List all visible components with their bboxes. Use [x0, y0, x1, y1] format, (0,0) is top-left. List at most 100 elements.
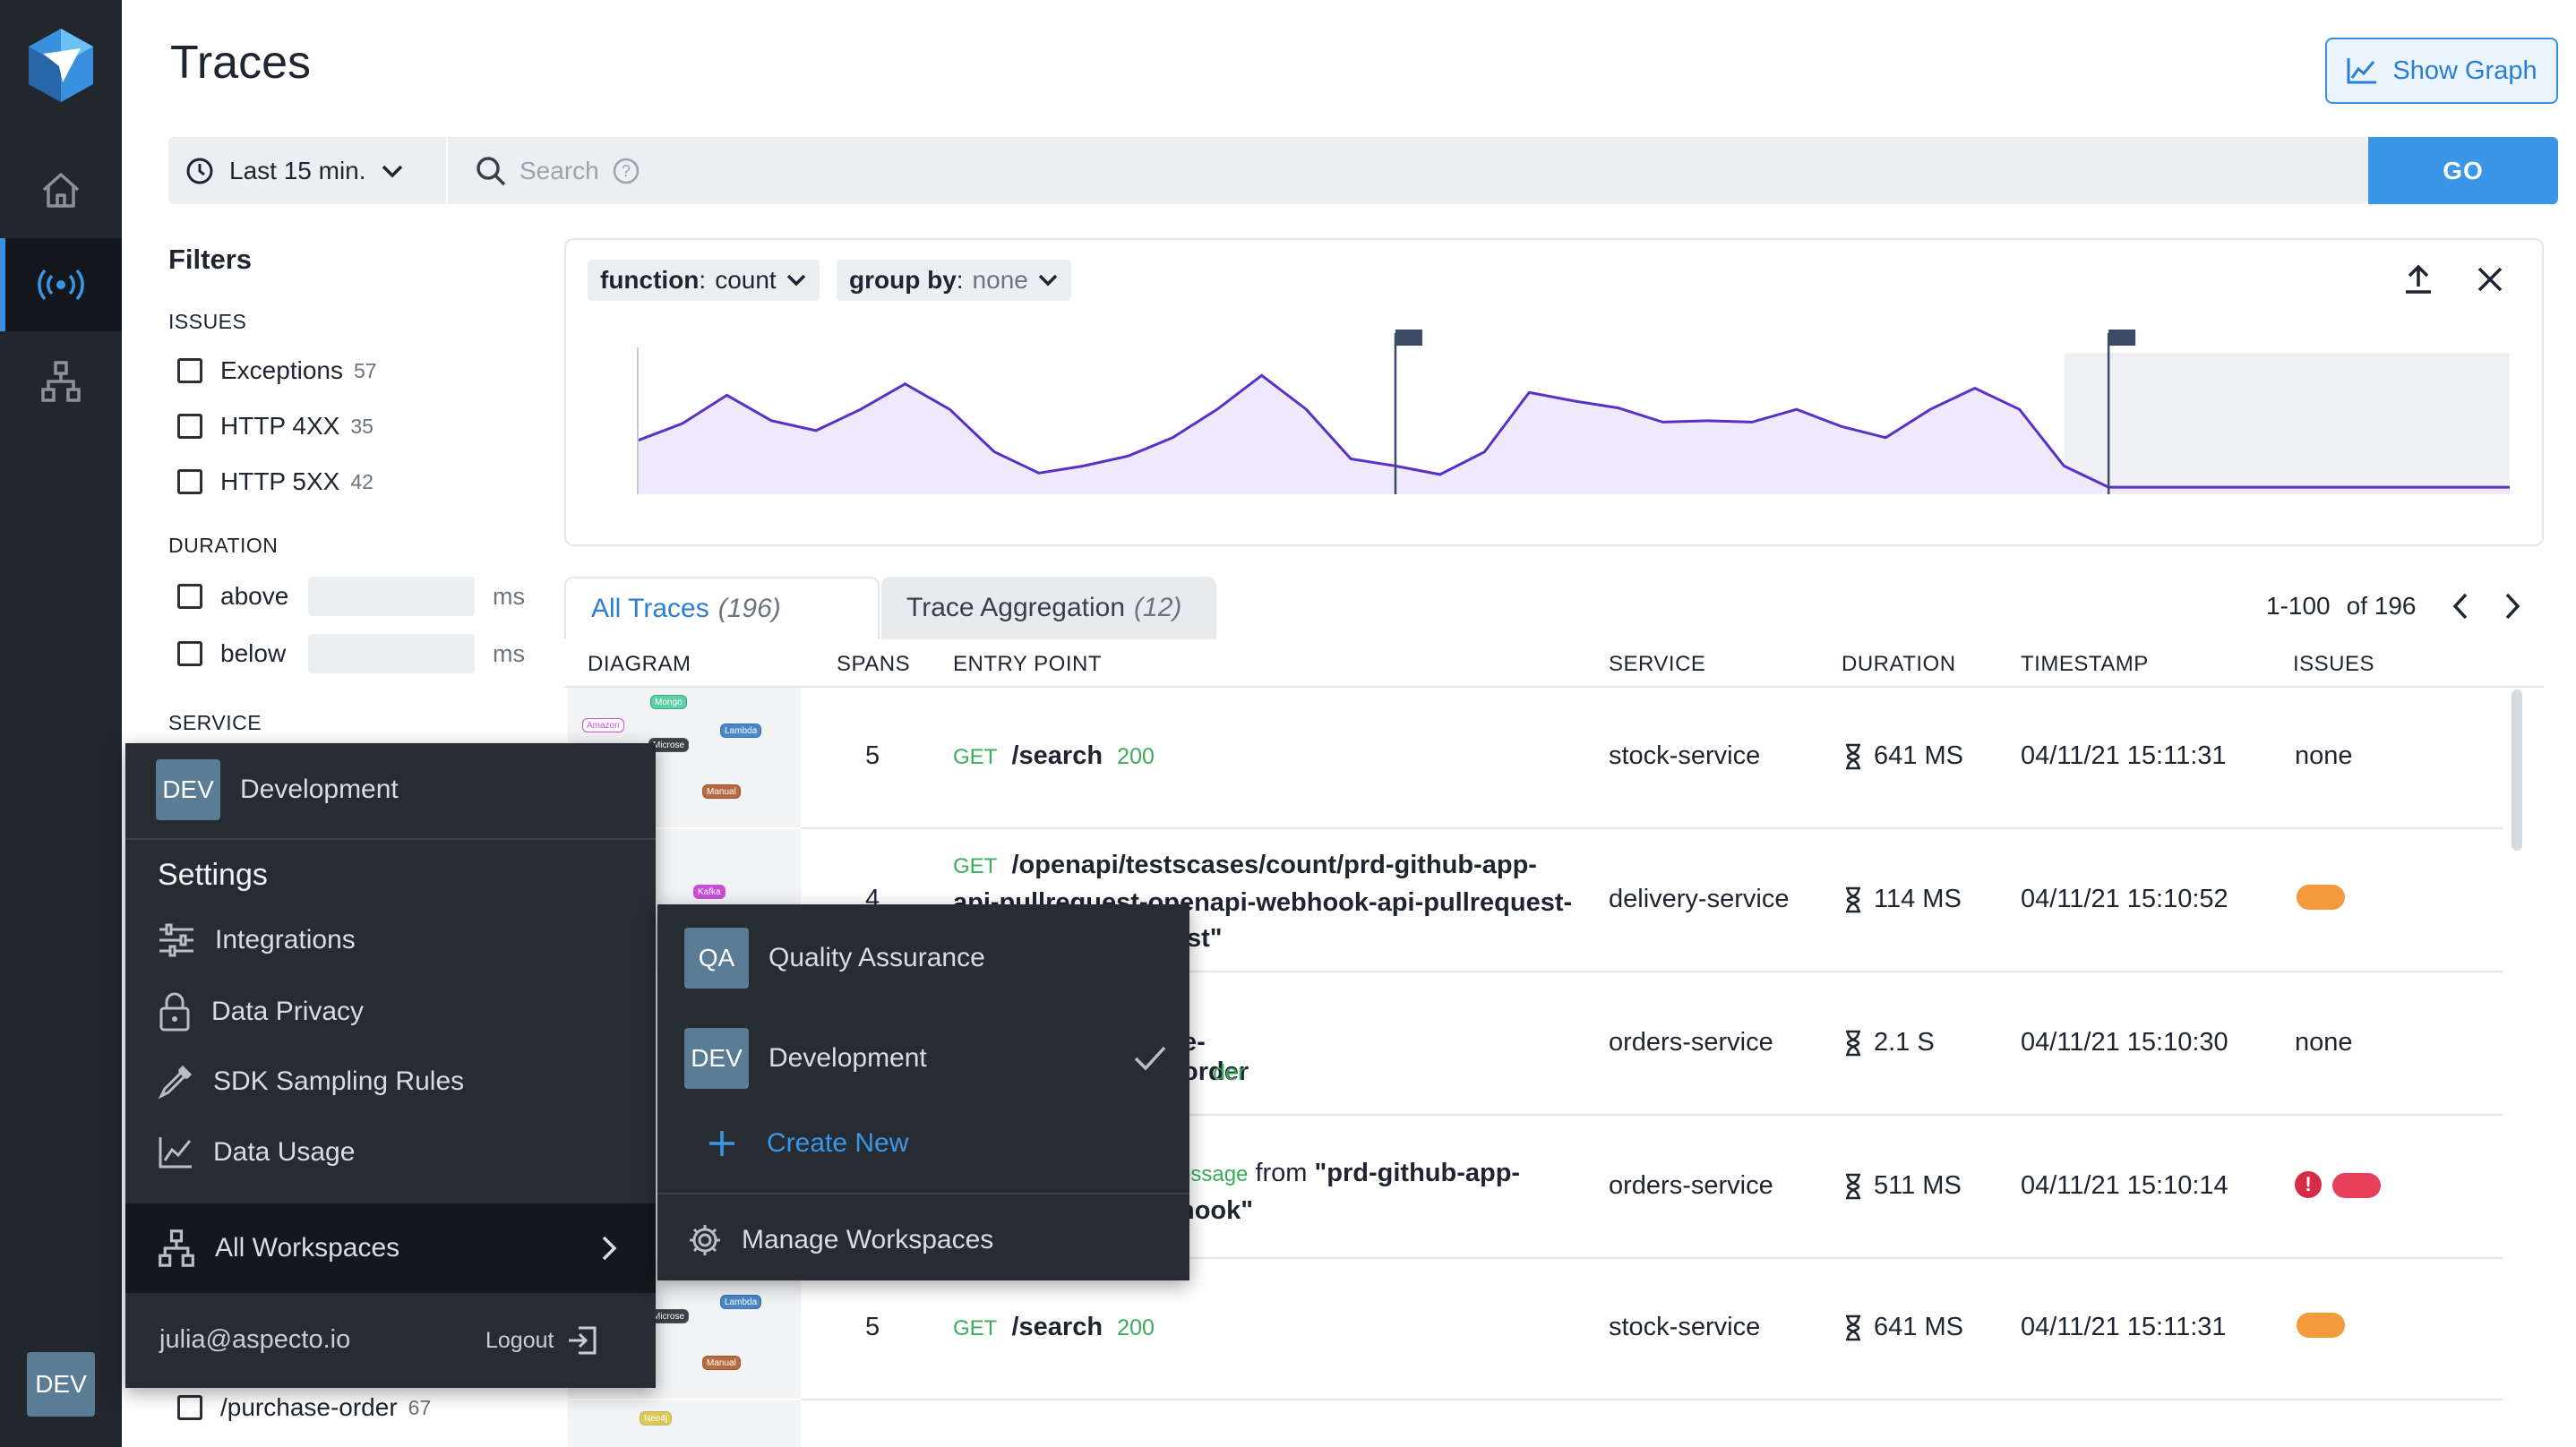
traces-nav-button[interactable]: [0, 238, 122, 331]
group-by-select[interactable]: group by: none: [837, 260, 1071, 301]
checkbox[interactable]: [177, 414, 202, 439]
chevron-right-icon[interactable]: [2502, 591, 2523, 621]
diagram-node: Kafka: [693, 885, 726, 899]
issue-badge-4xx[interactable]: [2297, 1313, 2345, 1338]
trace-count-chart[interactable]: [629, 330, 2519, 505]
tab-label: All Traces: [591, 594, 709, 623]
entry-path: /search: [1011, 1313, 1103, 1341]
filter-label: HTTP 5XX: [220, 467, 340, 495]
checkbox[interactable]: [177, 641, 202, 666]
unit-label: ms: [493, 582, 525, 610]
all-workspaces-label: All Workspaces: [215, 1233, 400, 1263]
filter-duration-below[interactable]: below ms: [177, 634, 525, 673]
checkbox[interactable]: [177, 358, 202, 383]
tab-trace-aggregation[interactable]: Trace Aggregation (12): [881, 577, 1216, 639]
message-name: "prd-github-app-: [1314, 1159, 1521, 1187]
logout-button[interactable]: Logout: [485, 1325, 598, 1356]
user-avatar-badge[interactable]: DEV: [27, 1352, 95, 1417]
column-header-timestamp[interactable]: TIMESTAMP: [2021, 652, 2149, 676]
workspace-option-qa[interactable]: QA Quality Assurance: [684, 928, 985, 989]
diagram-node: Manual: [702, 1356, 741, 1370]
filter-exceptions[interactable]: Exceptions 57: [177, 356, 377, 385]
filter-http-5xx[interactable]: HTTP 5XX 42: [177, 467, 374, 496]
menu-item-sdk-sampling[interactable]: SDK Sampling Rules: [158, 1064, 464, 1100]
workspace-option-dev[interactable]: DEV Development: [684, 1028, 1168, 1089]
filter-count: 35: [350, 414, 374, 438]
timestamp: 04/11/21 15:11:31: [2021, 1313, 2227, 1341]
range-marker-flag[interactable]: [1395, 330, 1422, 346]
duration: 641 MS: [1843, 741, 1963, 771]
export-button[interactable]: [2400, 261, 2436, 302]
message-name-line-2: hook": [1179, 1196, 1254, 1225]
service-name: stock-service: [1609, 1313, 1761, 1341]
duration-value: 114 MS: [1874, 885, 1962, 913]
divider: [564, 686, 2544, 688]
checkbox[interactable]: [177, 584, 202, 609]
series-area: [638, 375, 2510, 494]
show-graph-label: Show Graph: [2392, 56, 2537, 85]
tab-all-traces[interactable]: All Traces (196): [564, 577, 880, 639]
checkbox[interactable]: [177, 1395, 202, 1420]
logout-icon: [569, 1326, 597, 1355]
user-email: julia@aspecto.io: [159, 1325, 350, 1355]
chevron-down-icon: [786, 274, 805, 287]
manage-workspaces-button[interactable]: Manage Workspaces: [688, 1223, 993, 1257]
hierarchy-icon: [159, 1229, 194, 1267]
svg-text:?: ?: [622, 162, 631, 180]
chevron-left-icon[interactable]: [2450, 591, 2471, 621]
page-range: 1-100: [2266, 592, 2331, 620]
service-name: stock-service: [1609, 741, 1761, 770]
entry-point[interactable]: e-orderder: [1182, 1028, 1268, 1087]
service-map-nav-button[interactable]: [0, 335, 122, 428]
close-icon: [2477, 267, 2503, 292]
help-icon[interactable]: ?: [612, 157, 640, 185]
filter-duration-above[interactable]: above ms: [177, 577, 525, 616]
workspace-badge: QA: [684, 928, 749, 989]
entry-point[interactable]: essage from "prd-github-app- hook": [1179, 1155, 1520, 1229]
column-header-issues[interactable]: ISSUES: [2293, 652, 2375, 676]
duration-below-input[interactable]: [308, 634, 475, 673]
menu-item-data-privacy[interactable]: Data Privacy: [158, 992, 364, 1032]
issue-badge-5xx[interactable]: [2332, 1173, 2381, 1198]
column-header-spans[interactable]: SPANS: [837, 652, 911, 676]
checkbox[interactable]: [177, 469, 202, 494]
trace-diagram[interactable]: Neo4j: [568, 1400, 801, 1447]
menu-item-data-usage[interactable]: Data Usage: [158, 1135, 355, 1169]
range-marker-flag[interactable]: [2108, 330, 2136, 346]
exception-icon[interactable]: !: [2295, 1171, 2322, 1198]
issue-badge-4xx[interactable]: [2297, 885, 2345, 910]
duration-above-input[interactable]: [308, 577, 475, 616]
function-select[interactable]: function: count: [588, 260, 820, 301]
entry-point[interactable]: GET /search 200: [953, 741, 1155, 771]
filter-purchase-order[interactable]: /purchase-order 67: [177, 1393, 431, 1422]
show-graph-button[interactable]: Show Graph: [2325, 38, 2558, 104]
timestamp: 04/11/21 15:10:52: [2021, 885, 2228, 913]
signal-icon: [38, 269, 84, 301]
column-header-diagram[interactable]: DIAGRAM: [588, 652, 691, 676]
home-icon: [42, 173, 80, 208]
entry-point[interactable]: GET /search 200: [953, 1313, 1155, 1342]
diagram-node: Mongo: [650, 695, 687, 709]
http-method: GET: [953, 854, 998, 878]
divider: [801, 827, 2503, 829]
aspecto-logo[interactable]: [27, 27, 95, 104]
column-header-entry-point[interactable]: ENTRY POINT: [953, 652, 1102, 676]
highlight-range[interactable]: [2064, 353, 2510, 494]
filter-http-4xx[interactable]: HTTP 4XX 35: [177, 412, 374, 441]
menu-item-integrations[interactable]: Integrations: [158, 922, 356, 958]
column-header-service[interactable]: SERVICE: [1609, 652, 1706, 676]
tab-count: (12): [1134, 593, 1182, 622]
go-button[interactable]: GO: [2368, 137, 2558, 204]
time-range-select[interactable]: Last 15 min.: [168, 137, 448, 204]
diagram-node: Lambda: [720, 1295, 762, 1309]
search-input[interactable]: Search ?: [475, 137, 2356, 204]
home-nav-button[interactable]: [0, 143, 122, 236]
create-workspace-button[interactable]: Create New: [708, 1128, 908, 1159]
table-scrollbar[interactable]: [2512, 689, 2522, 851]
current-workspace[interactable]: DEV Development: [156, 759, 399, 820]
duration-value: 641 MS: [1874, 741, 1963, 770]
close-chart-button[interactable]: [2474, 263, 2506, 300]
http-method: GET: [953, 1316, 998, 1340]
all-workspaces-row[interactable]: All Workspaces: [125, 1203, 656, 1293]
column-header-duration[interactable]: DURATION: [1842, 652, 1956, 676]
